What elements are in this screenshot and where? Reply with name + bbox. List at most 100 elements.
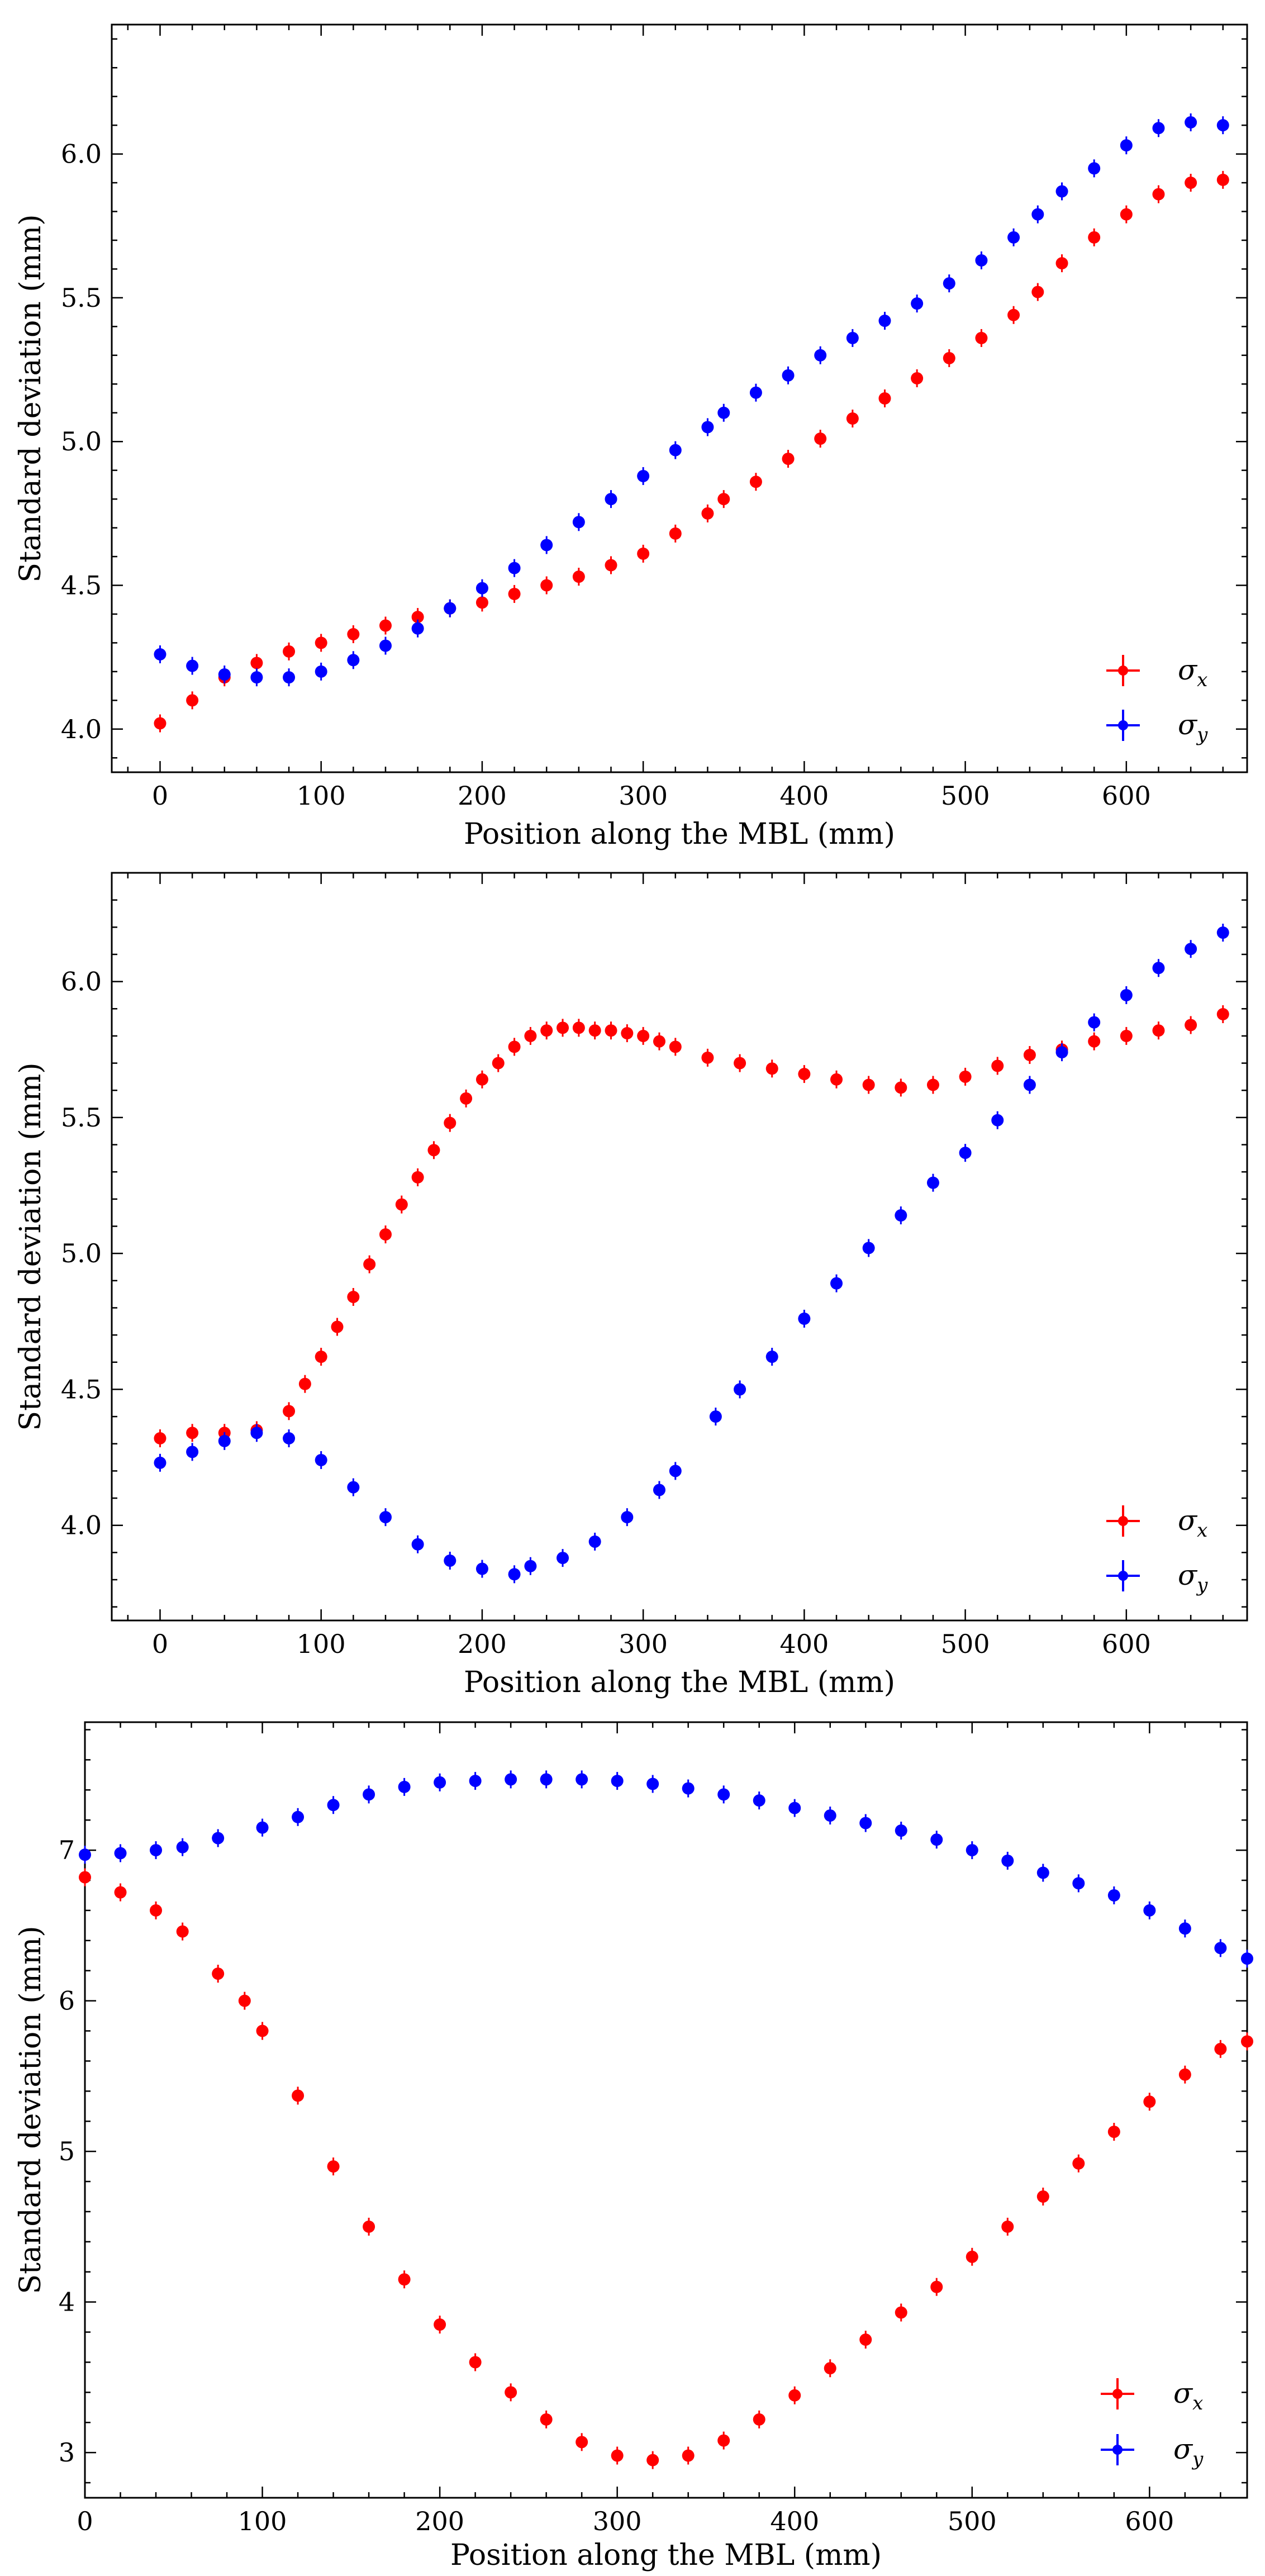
point-sigma-x (895, 1081, 907, 1094)
point-sigma-y (862, 1242, 875, 1254)
point-sigma-y (1055, 185, 1068, 198)
point-sigma-x (1107, 2126, 1120, 2138)
point-sigma-y (926, 1176, 939, 1189)
point-sigma-x (753, 2413, 765, 2426)
point-sigma-x (611, 2449, 624, 2462)
y-axis-label: Standard deviation (mm) (14, 214, 47, 582)
point-sigma-y (621, 1511, 634, 1524)
x-tick-label: 200 (458, 1629, 507, 1659)
plot-frame (84, 1721, 1248, 2499)
point-sigma-y (782, 369, 795, 382)
point-sigma-x (991, 1059, 1004, 1072)
data-points (154, 113, 1229, 733)
point-sigma-y (1036, 1866, 1049, 1879)
point-sigma-x (926, 1078, 939, 1091)
point-sigma-y (283, 671, 296, 684)
point-sigma-x (283, 645, 296, 658)
point-sigma-y (943, 277, 955, 290)
point-sigma-x (669, 527, 682, 540)
point-sigma-y (798, 1312, 811, 1325)
point-sigma-x (540, 1024, 553, 1037)
point-sigma-y (379, 639, 392, 652)
point-sigma-y (966, 1844, 978, 1857)
x-tick-label: 0 (152, 1629, 168, 1659)
y-axis-label: Standard deviation (mm) (14, 1062, 47, 1430)
point-sigma-y (830, 1277, 843, 1290)
point-sigma-y (959, 1147, 972, 1159)
point-sigma-x (637, 547, 650, 560)
point-sigma-y (176, 1841, 189, 1853)
point-sigma-x (669, 1040, 682, 1053)
point-sigma-y (605, 493, 617, 506)
point-sigma-x (395, 1198, 408, 1211)
point-sigma-x (411, 611, 424, 624)
legend-label-sigma-y: σy (1178, 709, 1208, 746)
point-sigma-x (379, 619, 392, 632)
point-sigma-x (1088, 1035, 1101, 1048)
y-tick-label: 5 (59, 2136, 75, 2166)
point-sigma-x (460, 1092, 473, 1105)
point-sigma-x (212, 1967, 225, 1980)
point-sigma-y (1185, 943, 1197, 956)
x-tick-label: 0 (77, 2506, 93, 2536)
point-sigma-x (434, 2318, 446, 2331)
point-sigma-y (669, 1465, 682, 1477)
legend-entry-sigma-y: σy (1106, 709, 1208, 746)
point-sigma-x (150, 1904, 163, 1917)
y-tick-label: 5.0 (61, 1238, 102, 1268)
x-tick-label: 400 (779, 1629, 829, 1659)
point-sigma-x (1216, 1008, 1229, 1021)
point-sigma-y (1178, 1922, 1191, 1935)
point-sigma-x (653, 1035, 665, 1048)
point-sigma-y (250, 671, 263, 684)
point-sigma-x (475, 596, 488, 609)
point-sigma-y (469, 1775, 482, 1788)
point-sigma-y (540, 539, 553, 552)
point-sigma-x (621, 1027, 634, 1040)
tick-labels: 0 100 200 300 400 500 600 4.0 4.5 5.0 5.5 6.0 (61, 967, 1151, 1659)
legend: σx σy (1101, 2377, 1204, 2470)
point-sigma-x (824, 2362, 836, 2375)
point-sigma-y (411, 1538, 424, 1551)
y-tick-label: 6 (59, 1986, 75, 2016)
point-sigma-y (859, 1817, 872, 1829)
y-tick-label: 4 (59, 2287, 75, 2317)
point-sigma-x (1120, 208, 1133, 221)
point-sigma-y (734, 1383, 746, 1396)
x-tick-label: 500 (941, 781, 990, 811)
point-sigma-y (1143, 1904, 1156, 1917)
point-sigma-x (1023, 1048, 1036, 1061)
point-sigma-y (1001, 1854, 1014, 1867)
x-tick-label: 600 (1102, 1629, 1151, 1659)
point-sigma-x (682, 2449, 695, 2462)
point-sigma-y (218, 668, 231, 681)
y-tick-label: 5.5 (61, 1102, 102, 1133)
point-sigma-y (930, 1833, 943, 1846)
point-sigma-x (508, 1040, 521, 1053)
y-tick-label: 3 (59, 2437, 75, 2468)
point-sigma-x (782, 453, 795, 465)
point-sigma-y (765, 1351, 778, 1363)
point-sigma-x (1001, 2220, 1014, 2233)
point-sigma-y (444, 602, 456, 615)
point-sigma-y (1031, 208, 1044, 221)
point-sigma-y (1088, 1016, 1101, 1029)
point-sigma-x (298, 1377, 311, 1390)
data-points (79, 1770, 1253, 2469)
y-tick-label: 5.5 (61, 283, 102, 313)
legend-marker-sigma-x-dot (1118, 666, 1128, 676)
point-sigma-x (859, 2333, 872, 2346)
point-sigma-y (572, 516, 585, 529)
y-tick-label: 6.0 (61, 967, 102, 997)
point-sigma-y (256, 1821, 269, 1834)
x-tick-label: 400 (779, 781, 829, 811)
x-tick-label: 0 (152, 781, 168, 811)
point-sigma-x (830, 1073, 843, 1086)
point-sigma-x (1152, 1024, 1165, 1037)
point-sigma-x (1036, 2190, 1049, 2203)
point-sigma-x (605, 1024, 617, 1037)
point-sigma-x (427, 1144, 440, 1157)
legend-marker-sigma-x-dot (1118, 1516, 1128, 1526)
point-sigma-x (701, 507, 714, 520)
point-sigma-y (250, 1427, 263, 1439)
